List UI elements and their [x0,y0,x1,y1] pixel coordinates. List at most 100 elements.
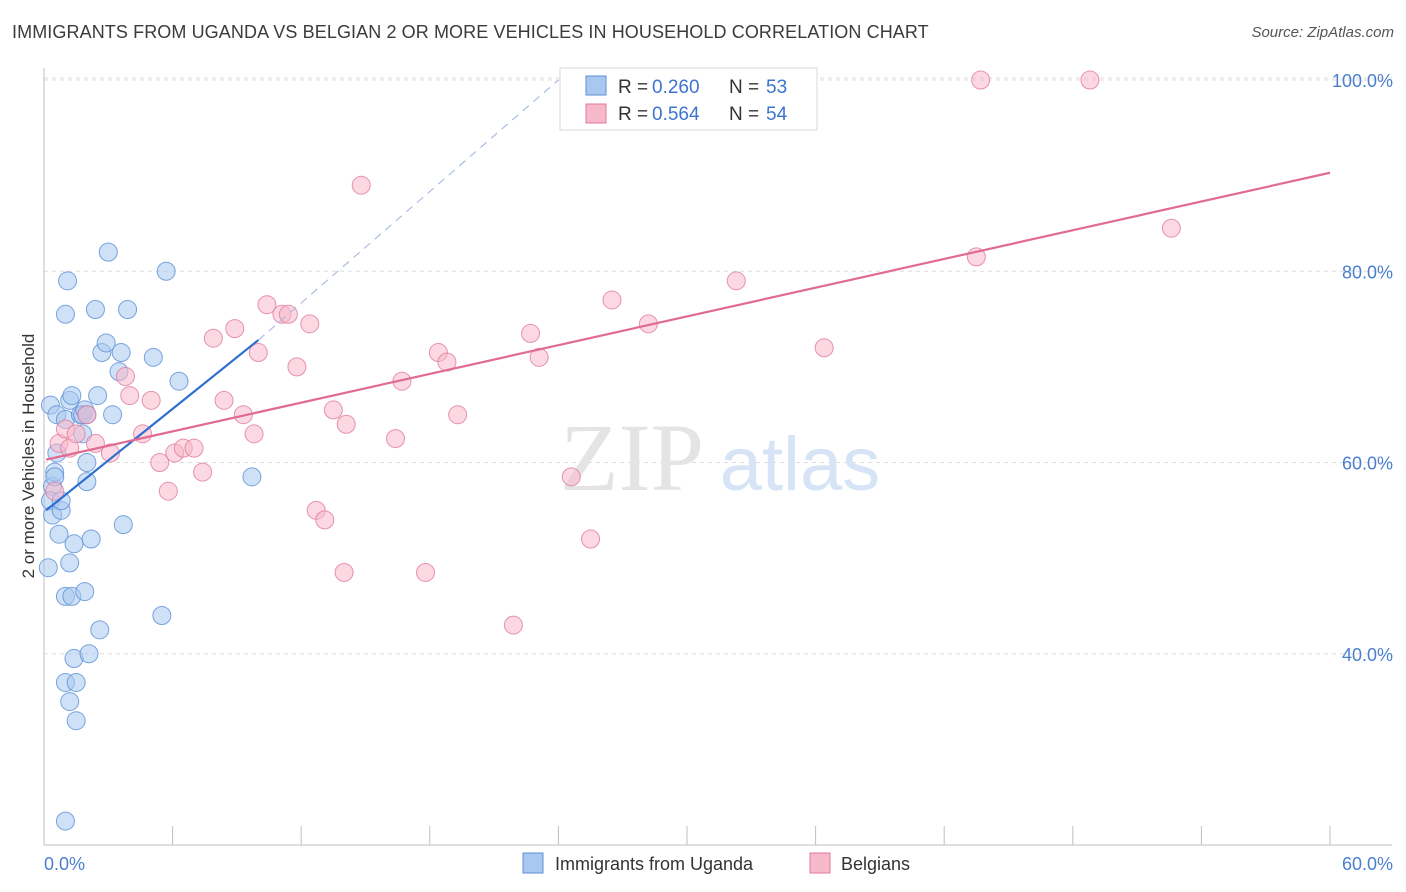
point-uganda-23 [60,692,80,712]
legend-box-swatch-belgian [585,103,607,124]
y-tick-label-1: 60.0% [1342,454,1393,474]
point-belgian-7 [100,443,120,463]
chart-title: IMMIGRANTS FROM UGANDA VS BELGIAN 2 OR M… [12,22,929,42]
trend-lines [45,79,1331,512]
legend-box-r-value-belgian: 0.564 [652,104,700,125]
point-belgian-19 [214,390,234,410]
legend-box: R = 0.260 N = 53 R = 0.564 N = 54 [559,67,818,131]
watermark-zip: ZIP [560,404,704,511]
point-belgian-9 [120,386,140,406]
point-uganda-32 [81,529,101,549]
point-uganda-40 [96,333,116,353]
point-belgian-11 [141,390,161,410]
legend-box-r-label-belgian: R = [618,104,648,125]
point-belgian-45 [581,529,601,549]
point-belgian-32 [336,414,356,434]
point-uganda-49 [156,261,176,281]
legend-label-uganda: Immigrants from Uganda [555,854,754,874]
point-belgian-17 [193,462,213,482]
point-belgian-48 [726,271,746,291]
tick-labels: 40.0% 60.0% 80.0% 100.0% 0.0% 60.0% [44,71,1393,874]
point-uganda-52 [55,811,75,831]
legend-box-r-label-uganda: R = [618,77,648,98]
point-uganda-38 [90,620,110,640]
point-uganda-37 [88,386,108,406]
legend-box-n-label-uganda: N = [729,77,759,98]
point-belgian-35 [386,429,406,449]
point-belgian-51 [971,70,991,90]
point-belgian-52 [1080,70,1100,90]
point-belgian-5 [77,405,97,425]
point-belgian-4 [66,424,86,444]
grid-lines [44,77,1392,655]
point-uganda-33 [79,644,99,664]
point-belgian-0 [45,481,65,501]
point-uganda-47 [143,347,163,367]
point-uganda-7 [38,558,58,578]
point-belgian-43 [529,347,549,367]
legend-box-r-value-uganda: 0.260 [652,77,700,98]
watermark-atlas: atlas [720,422,881,507]
x-tick-label-1: 60.0% [1342,854,1393,874]
legend-swatch-uganda [522,852,544,874]
point-uganda-18 [64,534,84,554]
point-uganda-45 [113,515,133,535]
point-uganda-34 [77,453,97,472]
point-uganda-9 [49,524,69,544]
point-uganda-36 [85,300,105,319]
point-uganda-17 [60,553,80,573]
point-belgian-37 [416,562,436,582]
point-uganda-31 [75,582,95,602]
point-belgian-18 [203,328,223,348]
point-belgian-30 [315,510,335,530]
point-uganda-25 [66,672,86,692]
point-belgian-13 [158,481,178,501]
point-belgian-20 [225,319,245,339]
axes [43,68,1392,846]
trend-line-dashed-uganda [257,79,559,341]
point-belgian-49 [814,338,834,358]
point-uganda-13 [58,271,78,291]
trend-line-uganda [45,339,260,512]
point-belgian-42 [521,323,541,343]
point-belgian-24 [257,295,277,315]
legend-swatch-belgian [809,852,831,874]
point-belgian-22 [244,424,264,444]
point-belgian-28 [300,314,320,334]
y-axis-label: 2 or more Vehicles in Household [19,334,38,579]
source-label: Source: ZipAtlas.com [1251,24,1394,41]
data-points [38,70,1181,831]
trend-line-belgian [45,171,1331,461]
point-belgian-27 [287,357,307,377]
y-tick-label-2: 80.0% [1342,262,1393,282]
point-uganda-48 [152,606,172,625]
legend-label-belgian: Belgians [841,854,910,874]
legend-box-n-value-belgian: 54 [766,104,788,125]
y-tick-label-0: 40.0% [1342,645,1393,665]
point-belgian-44 [561,467,581,487]
y-tick-label-3: 100.0% [1332,71,1393,91]
point-belgian-34 [351,175,371,195]
legend-box-swatch-uganda [585,75,607,96]
point-uganda-24 [66,711,86,731]
point-uganda-46 [118,300,138,319]
point-belgian-31 [323,400,343,420]
point-belgian-8 [115,366,135,386]
point-belgian-33 [334,562,354,582]
legend-box-n-label-belgian: N = [729,104,759,125]
point-belgian-41 [503,615,523,635]
point-belgian-23 [248,343,268,363]
x-tick-label-0: 0.0% [44,854,85,874]
legend-bottom: Immigrants from Uganda Belgians [522,852,910,874]
point-uganda-50 [169,371,189,391]
point-uganda-44 [111,343,131,363]
watermark: ZIP atlas [560,404,880,511]
point-uganda-15 [62,386,82,406]
point-uganda-35 [77,472,97,492]
point-belgian-46 [602,290,622,310]
point-belgian-40 [448,405,468,425]
point-belgian-12 [150,453,170,472]
point-uganda-51 [242,467,262,487]
legend-box-n-value-uganda: 53 [766,77,787,98]
